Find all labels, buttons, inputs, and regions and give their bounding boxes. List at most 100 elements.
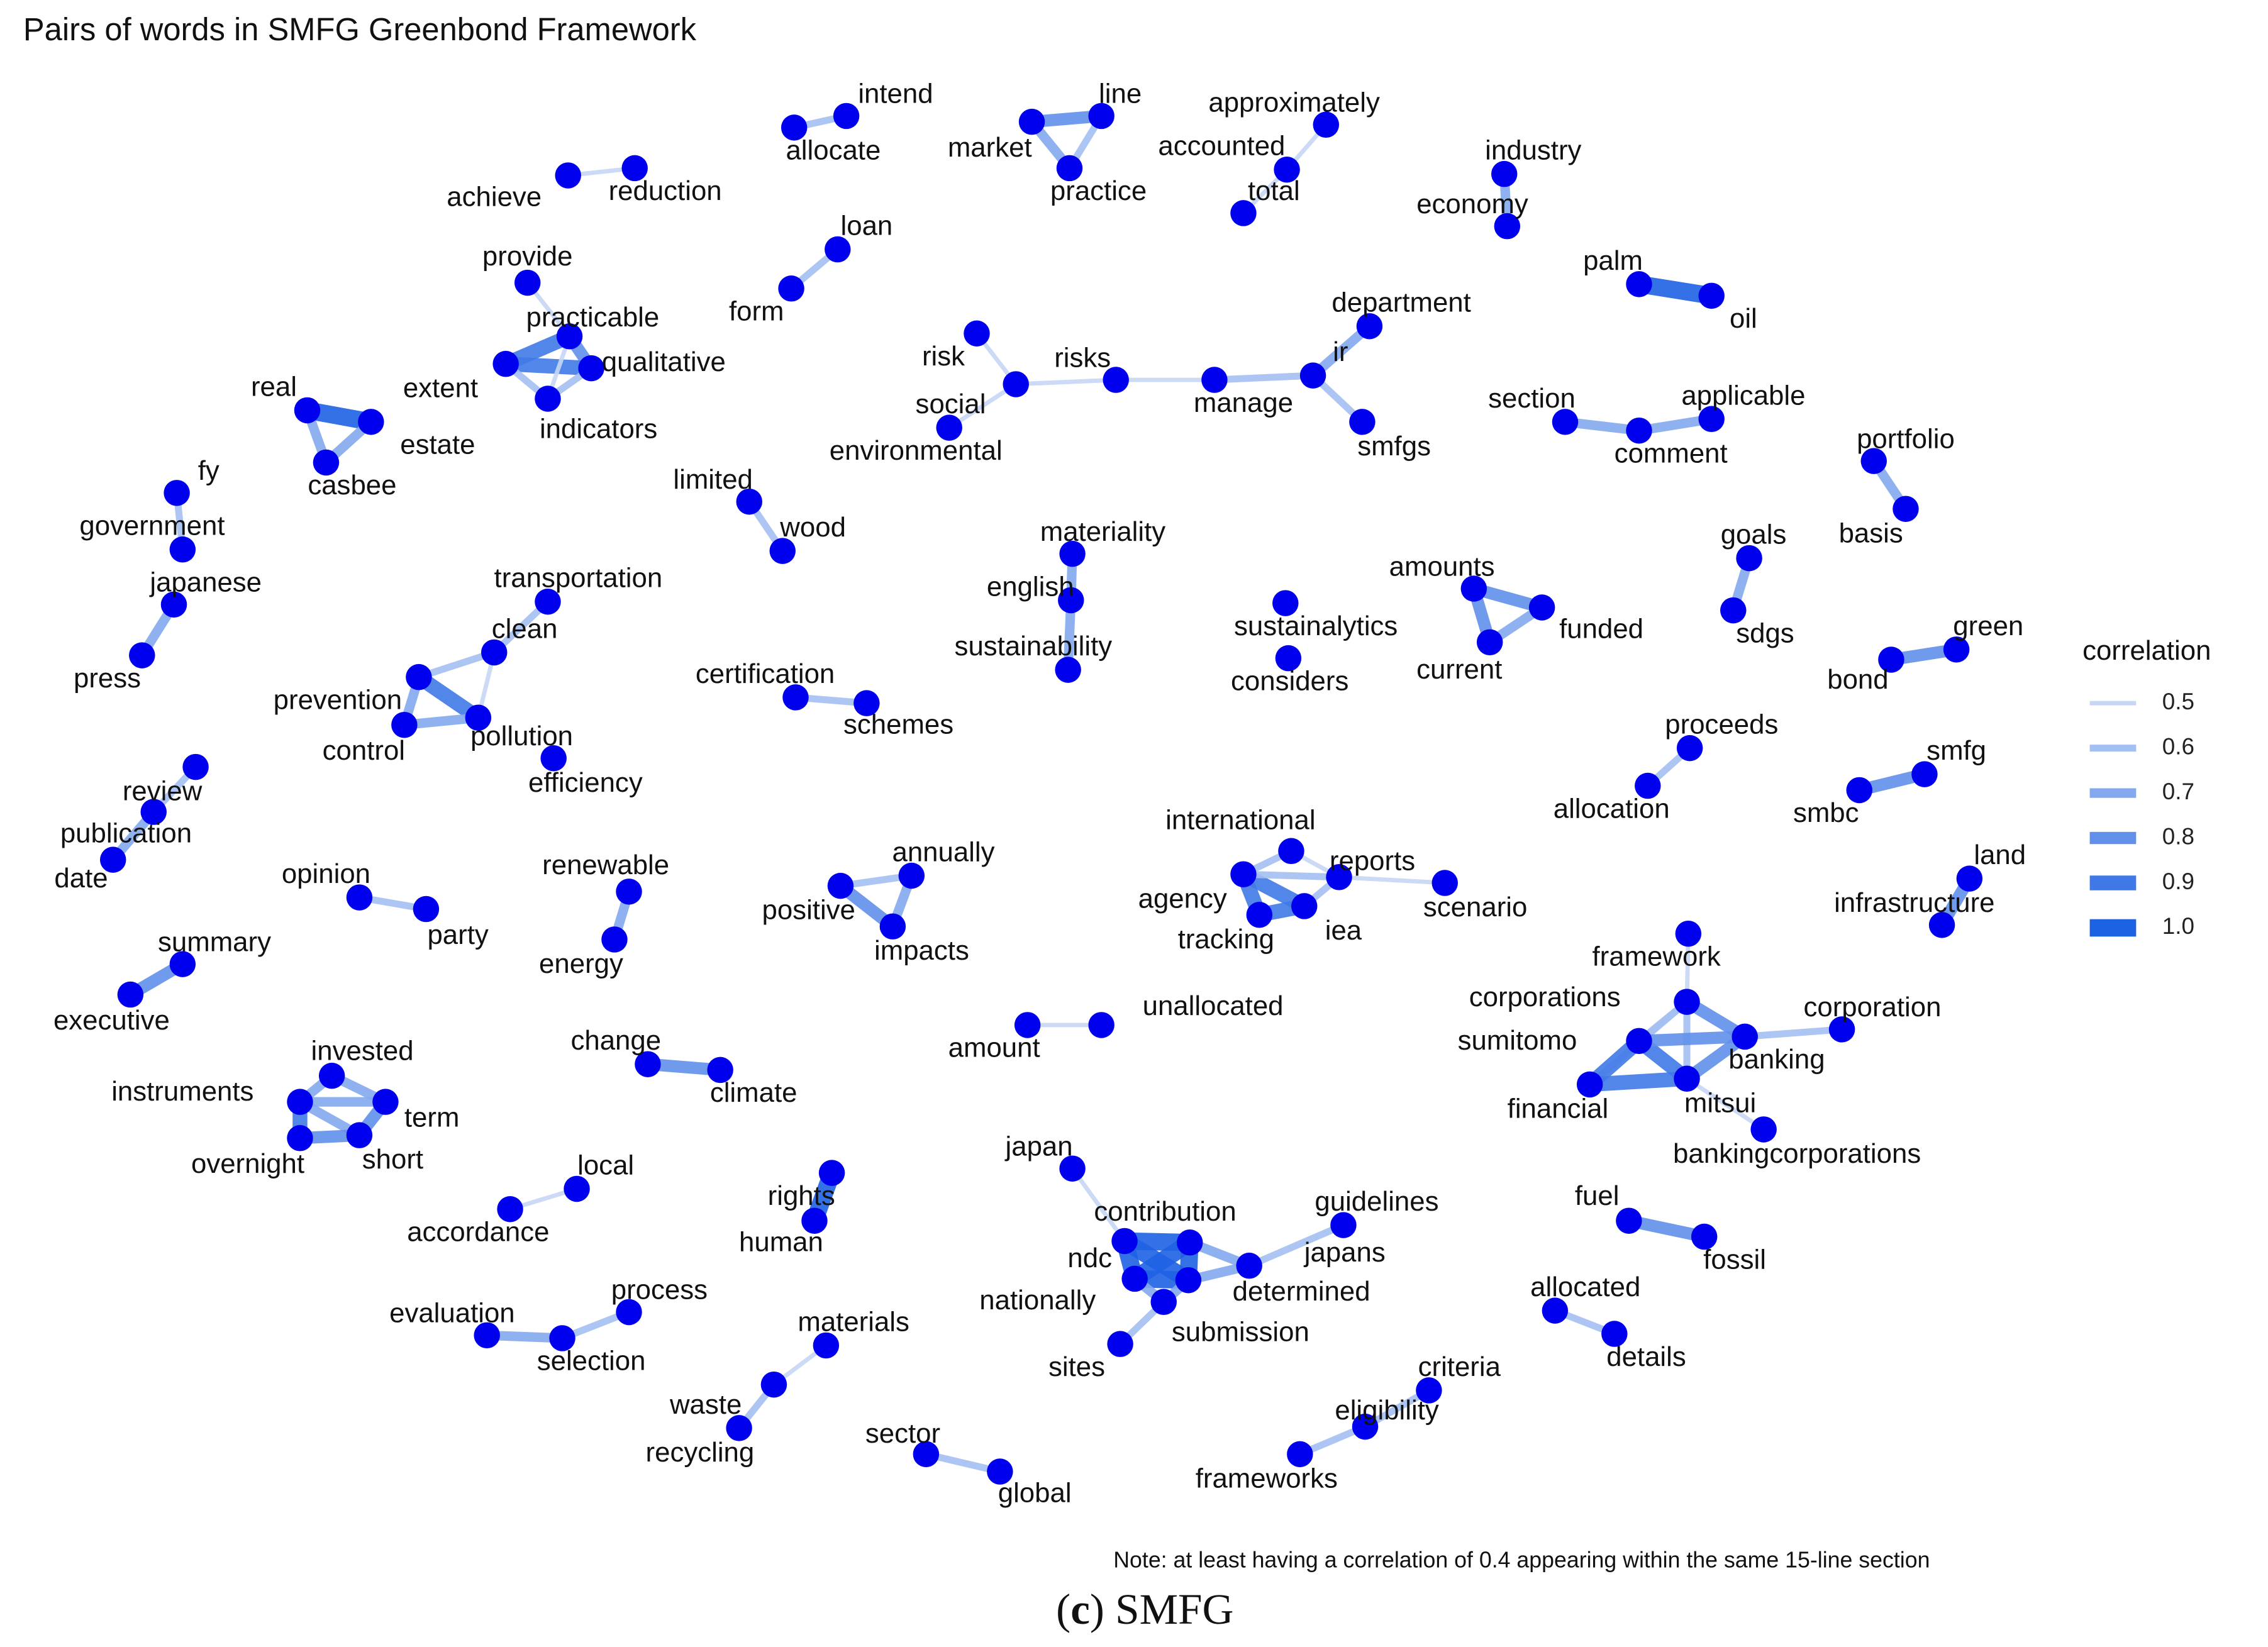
- edge: [415, 648, 498, 681]
- node: [781, 114, 808, 141]
- legend-key: [2089, 919, 2137, 937]
- node: [1058, 587, 1084, 614]
- node: [117, 981, 144, 1008]
- node-label: global: [998, 1477, 1072, 1508]
- node: [616, 1299, 642, 1326]
- node-label: palm: [1583, 245, 1643, 276]
- node: [1494, 213, 1521, 240]
- node-label: indicators: [540, 413, 657, 444]
- node: [1601, 1321, 1628, 1347]
- node: [1059, 540, 1086, 567]
- node: [1088, 103, 1115, 130]
- node-label: human: [739, 1227, 823, 1258]
- node-label: prevention: [274, 684, 402, 715]
- node: [287, 1089, 313, 1115]
- node-label: international: [1165, 805, 1315, 836]
- node-label: japanese: [148, 567, 262, 598]
- node-label: smfg: [1926, 735, 1986, 766]
- node-label: current: [1416, 654, 1502, 685]
- node: [801, 1207, 828, 1234]
- node-label: date: [54, 863, 108, 894]
- node: [1121, 1265, 1148, 1292]
- node: [1476, 629, 1503, 656]
- node: [1150, 1289, 1177, 1316]
- node-label: oil: [1730, 303, 1757, 334]
- node: [1431, 870, 1458, 896]
- node-label: japans: [1303, 1237, 1386, 1268]
- node-label: form: [729, 296, 784, 327]
- node: [1691, 1223, 1718, 1250]
- legend-label: 0.7: [2162, 779, 2194, 804]
- node-label: green: [1953, 611, 2023, 641]
- node: [736, 488, 762, 515]
- node: [1236, 1252, 1262, 1279]
- node: [782, 684, 809, 711]
- node-label: clean: [492, 613, 558, 644]
- node-label: bond: [1827, 664, 1888, 695]
- node: [825, 236, 851, 263]
- legend-key: [2089, 701, 2137, 706]
- node-label: mitsui: [1684, 1087, 1756, 1118]
- node-label: comment: [1615, 438, 1728, 469]
- node-label: nationally: [979, 1285, 1096, 1316]
- node-label: energy: [539, 948, 623, 979]
- node-label: determined: [1233, 1276, 1370, 1307]
- node: [1626, 417, 1652, 444]
- node: [621, 155, 648, 182]
- node-label: allocate: [786, 135, 881, 166]
- node: [1056, 155, 1083, 182]
- node: [1107, 1331, 1133, 1357]
- node-label: practicable: [526, 302, 660, 333]
- node-label: loan: [841, 211, 893, 241]
- node: [1828, 1016, 1855, 1043]
- node: [497, 1196, 523, 1223]
- node: [169, 536, 196, 563]
- legend-key: [2089, 875, 2137, 890]
- node-label: achieve: [447, 181, 542, 212]
- node: [1018, 108, 1045, 135]
- legend-label: 1.0: [2162, 913, 2194, 939]
- node: [1576, 1071, 1603, 1098]
- node: [313, 449, 340, 476]
- node: [1674, 989, 1700, 1015]
- node-label: risks: [1054, 342, 1111, 373]
- node: [372, 1089, 399, 1115]
- node: [140, 799, 167, 825]
- node-label: fossil: [1703, 1244, 1766, 1275]
- node: [514, 269, 541, 296]
- node-label: accordance: [407, 1216, 549, 1247]
- node: [1287, 1441, 1313, 1468]
- node: [1732, 1023, 1758, 1050]
- node: [1275, 645, 1302, 672]
- node-label: control: [323, 735, 405, 766]
- caption-rest: ) SMFG: [1090, 1585, 1234, 1633]
- node-label: materials: [798, 1306, 909, 1337]
- node: [1291, 893, 1318, 919]
- node-label: tracking: [1178, 924, 1274, 955]
- node-label: department: [1331, 287, 1470, 318]
- node-label: economy: [1416, 189, 1528, 219]
- node: [160, 591, 187, 618]
- node: [1313, 111, 1340, 138]
- node: [294, 397, 321, 424]
- node: [1330, 1212, 1357, 1238]
- node: [549, 1325, 575, 1351]
- node: [1878, 646, 1904, 673]
- node-label: party: [427, 919, 488, 950]
- node: [778, 275, 804, 302]
- edge: [1240, 870, 1343, 881]
- node: [879, 913, 906, 940]
- node: [616, 879, 642, 905]
- edge: [947, 382, 1018, 430]
- node: [1352, 1413, 1379, 1440]
- node: [1014, 1012, 1041, 1038]
- node-label: line: [1099, 79, 1142, 109]
- node-label: short: [362, 1144, 423, 1175]
- node-label: process: [611, 1275, 708, 1306]
- node-label: ir: [1333, 336, 1348, 367]
- node: [578, 355, 604, 382]
- node-label: guidelines: [1315, 1186, 1438, 1217]
- node-label: corporation: [1803, 992, 1941, 1023]
